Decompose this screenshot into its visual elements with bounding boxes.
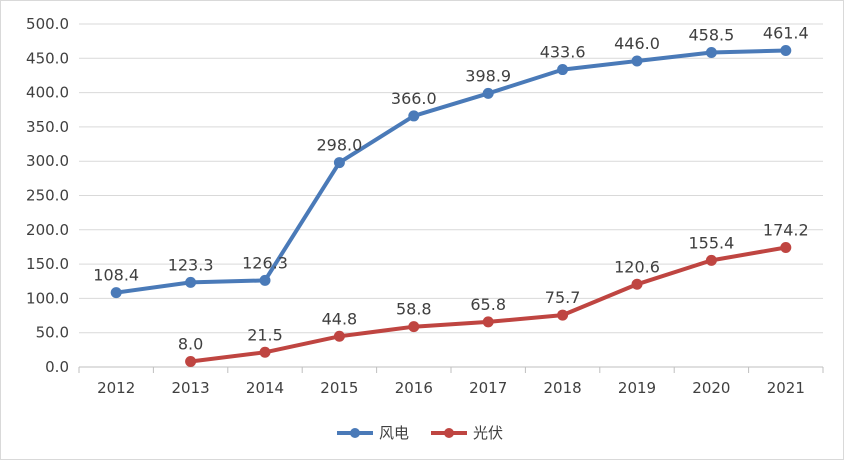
data-label: 123.3 bbox=[168, 255, 214, 274]
x-tick-label: 2013 bbox=[172, 379, 210, 397]
data-label: 8.0 bbox=[178, 335, 203, 354]
data-label: 120.6 bbox=[614, 257, 660, 276]
x-tick-label: 2017 bbox=[469, 379, 507, 397]
gridlines bbox=[79, 23, 823, 334]
x-tick-label: 2012 bbox=[97, 379, 135, 397]
data-point bbox=[259, 274, 271, 286]
data-label: 75.7 bbox=[545, 288, 581, 307]
data-point bbox=[482, 316, 494, 328]
data-label: 433.6 bbox=[540, 43, 586, 62]
data-label: 366.0 bbox=[391, 89, 437, 108]
x-axis: 2012 2013 2014 2015 2016 2017 2018 2019 2020 2021 bbox=[78, 366, 824, 397]
data-point bbox=[557, 64, 569, 76]
data-point bbox=[333, 330, 345, 342]
data-label: 446.0 bbox=[614, 34, 660, 53]
data-point bbox=[557, 309, 569, 321]
data-label: 398.9 bbox=[465, 66, 511, 85]
y-tick-label: 400.0 bbox=[26, 84, 69, 102]
y-tick-label: 200.0 bbox=[26, 221, 69, 239]
data-point bbox=[408, 321, 420, 333]
data-label: 44.8 bbox=[322, 309, 358, 328]
data-point bbox=[631, 55, 643, 67]
data-point bbox=[631, 278, 643, 290]
y-tick-label: 300.0 bbox=[26, 152, 69, 170]
y-tick-label: 100.0 bbox=[26, 289, 69, 307]
series-group bbox=[110, 44, 792, 368]
legend-entry-0: 风电 bbox=[379, 424, 409, 442]
data-point bbox=[110, 287, 122, 299]
data-label: 155.4 bbox=[688, 233, 734, 252]
data-label: 458.5 bbox=[688, 25, 734, 44]
data-point bbox=[259, 346, 271, 358]
y-tick-label: 150.0 bbox=[26, 255, 69, 273]
legend-swatch-marker bbox=[444, 428, 454, 438]
y-axis-ticks: 0.0 50.0 100.0 150.0 200.0 250.0 300.0 350.0 400… bbox=[26, 15, 69, 376]
y-tick-label: 50.0 bbox=[36, 324, 69, 342]
data-point bbox=[185, 356, 197, 368]
data-point bbox=[408, 110, 420, 122]
data-label: 461.4 bbox=[763, 23, 809, 42]
data-point bbox=[333, 157, 345, 169]
x-tick-label: 2018 bbox=[544, 379, 582, 397]
data-label: 65.8 bbox=[470, 295, 506, 314]
y-tick-label: 500.0 bbox=[26, 15, 69, 33]
data-point bbox=[705, 46, 717, 58]
x-tick-label: 2020 bbox=[692, 379, 730, 397]
data-label: 126.3 bbox=[242, 253, 288, 272]
data-point bbox=[780, 44, 792, 56]
data-point bbox=[780, 241, 792, 253]
legend-entry-1: 光伏 bbox=[473, 424, 503, 442]
data-label: 58.8 bbox=[396, 300, 432, 319]
y-tick-label: 450.0 bbox=[26, 49, 69, 67]
y-tick-label: 250.0 bbox=[26, 187, 69, 205]
data-point bbox=[482, 87, 494, 99]
data-label: 108.4 bbox=[93, 266, 139, 285]
data-point bbox=[185, 276, 197, 288]
y-tick-label: 350.0 bbox=[26, 118, 69, 136]
data-label: 298.0 bbox=[316, 136, 362, 155]
data-labels: 108.4 123.3 126.3 298.0 366.0 398.9 433.6 446.0… bbox=[93, 23, 808, 353]
data-label: 174.2 bbox=[763, 220, 809, 239]
x-tick-label: 2015 bbox=[320, 379, 358, 397]
data-label: 21.5 bbox=[247, 325, 283, 344]
legend-swatch-marker bbox=[350, 428, 360, 438]
x-tick-label: 2019 bbox=[618, 379, 656, 397]
x-tick-label: 2014 bbox=[246, 379, 284, 397]
x-tick-label: 2016 bbox=[395, 379, 433, 397]
y-tick-label: 0.0 bbox=[45, 358, 69, 376]
legend: 风电 光伏 bbox=[337, 424, 503, 442]
x-tick-label: 2021 bbox=[767, 379, 805, 397]
series-line-0 bbox=[115, 48, 786, 295]
data-point bbox=[705, 254, 717, 266]
